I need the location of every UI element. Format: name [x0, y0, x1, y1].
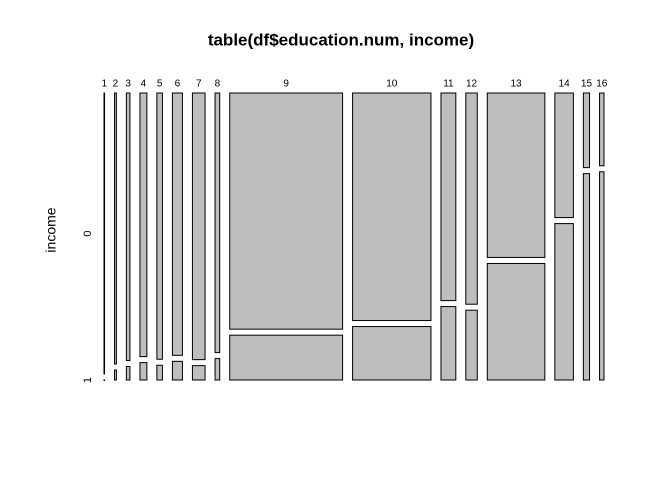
mosaic-cell	[139, 362, 148, 381]
mosaic-cell	[114, 92, 117, 365]
mosaic-cell	[465, 309, 478, 381]
mosaic-cell	[465, 92, 478, 305]
mosaic-cell	[156, 364, 163, 381]
mosaic-cell	[486, 92, 546, 258]
mosaic-cell	[229, 92, 344, 330]
mosaic-cell	[103, 92, 106, 375]
x-tick-label: 16	[596, 79, 608, 90]
mosaic-cell	[191, 365, 206, 381]
x-tick-label: 7	[196, 79, 202, 90]
x-tick-label: 3	[125, 79, 131, 90]
y-tick-label: 0	[82, 230, 94, 236]
x-tick-label: 11	[443, 79, 454, 90]
y-tick-label: 1	[82, 377, 94, 383]
mosaic-cell	[582, 92, 591, 169]
chart-title: table(df$education.num, income)	[208, 30, 474, 49]
x-tick-label: 4	[141, 79, 147, 90]
mosaic-cell	[582, 173, 591, 381]
x-tick-label: 1	[101, 79, 107, 90]
mosaic-cell	[125, 365, 131, 381]
mosaic-cell	[440, 306, 457, 381]
mosaic-cell	[599, 171, 605, 381]
x-tick-label: 6	[175, 79, 181, 90]
mosaic-cell	[440, 92, 457, 302]
mosaic-cell	[171, 92, 183, 356]
mosaic-cell	[214, 358, 221, 381]
mosaic-cell	[554, 92, 574, 219]
x-tick-label: 9	[283, 79, 289, 90]
x-tick-label: 13	[511, 79, 523, 90]
mosaic-cell	[156, 92, 163, 360]
mosaic-cell	[352, 326, 432, 381]
mosaic-cell	[486, 262, 546, 381]
x-tick-label: 2	[113, 79, 119, 90]
mosaic-cell	[139, 92, 148, 358]
x-tick-label: 15	[581, 79, 593, 90]
mosaic-cell	[352, 92, 432, 322]
x-tick-label: 12	[466, 79, 478, 90]
mosaic-cell	[191, 92, 206, 361]
mosaic-cell	[214, 92, 221, 354]
mosaic-cell	[229, 334, 344, 381]
mosaic-cell	[125, 92, 131, 361]
mosaic-cell	[114, 369, 117, 381]
x-tick-label: 5	[157, 79, 163, 90]
x-tick-label: 8	[215, 79, 221, 90]
y-axis-label: income	[43, 207, 59, 252]
mosaic-cell	[171, 360, 183, 381]
x-tick-label: 10	[386, 79, 398, 90]
mosaic-cell	[599, 92, 605, 167]
x-tick-label: 14	[559, 79, 571, 90]
mosaic-cell	[554, 223, 574, 381]
mosaic-cell	[103, 379, 106, 381]
